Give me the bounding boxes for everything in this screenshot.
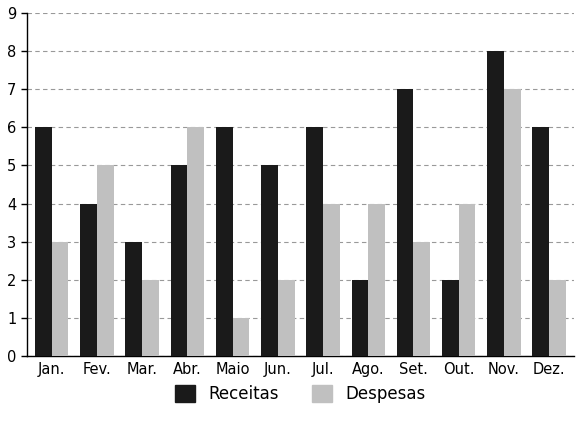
Bar bbox=[323, 203, 340, 356]
Bar bbox=[125, 242, 142, 356]
Bar bbox=[97, 165, 113, 356]
Bar bbox=[504, 89, 521, 356]
Bar bbox=[216, 127, 232, 356]
Bar bbox=[532, 127, 549, 356]
Bar bbox=[278, 280, 295, 356]
Bar bbox=[232, 318, 249, 356]
Bar bbox=[306, 127, 323, 356]
Bar bbox=[171, 165, 187, 356]
Bar bbox=[187, 127, 204, 356]
Bar bbox=[142, 280, 159, 356]
Bar bbox=[442, 280, 459, 356]
Bar bbox=[52, 242, 69, 356]
Bar bbox=[352, 280, 368, 356]
Bar bbox=[397, 89, 414, 356]
Bar bbox=[35, 127, 52, 356]
Bar bbox=[368, 203, 385, 356]
Bar bbox=[261, 165, 278, 356]
Bar bbox=[459, 203, 475, 356]
Legend: Receitas, Despesas: Receitas, Despesas bbox=[170, 380, 431, 408]
Bar bbox=[549, 280, 566, 356]
Bar bbox=[487, 51, 504, 356]
Bar bbox=[80, 203, 97, 356]
Bar bbox=[414, 242, 430, 356]
